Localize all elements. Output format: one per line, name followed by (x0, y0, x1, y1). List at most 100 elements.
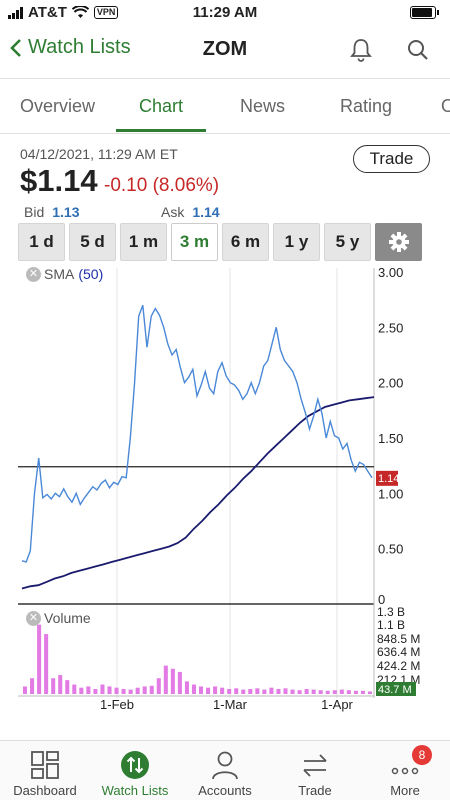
nav-trade-label: Trade (298, 783, 332, 798)
price-chart[interactable]: 3.00 2.50 2.00 1.50 1.00 0.50 0 1.14 1.3 B1.1 B8… (0, 264, 450, 714)
nav-watch-lists[interactable]: Watch Lists (90, 741, 180, 800)
nav-more-label: More (390, 783, 420, 798)
nav-more[interactable]: 8 More (360, 741, 450, 800)
signal-icon (8, 6, 23, 19)
last-volume-tag (376, 682, 416, 696)
range-3m[interactable]: 3 m (171, 223, 218, 261)
volume-bar (149, 685, 154, 694)
volume-bar (304, 688, 309, 694)
nav-bar: Watch Lists ZOM (0, 28, 450, 74)
volume-bar (30, 678, 35, 694)
nav-dashboard[interactable]: Dashboard (0, 741, 90, 800)
tab-chart[interactable]: Chart (138, 96, 183, 116)
sma-period: (50) (78, 266, 104, 282)
volume-tick-label: 1.1 B (377, 618, 405, 632)
volume-bar (177, 671, 182, 694)
more-dots-icon (391, 767, 419, 775)
price-tick-label: 1.00 (378, 486, 403, 501)
vpn-badge: VPN (93, 6, 119, 19)
nav-dashboard-label: Dashboard (13, 783, 77, 798)
bell-icon[interactable] (350, 38, 372, 62)
volume-bar (206, 687, 211, 694)
volume-bar (51, 678, 56, 694)
volume-bar (142, 686, 147, 694)
range-5y[interactable]: 5 y (324, 223, 371, 261)
volume-bar (107, 686, 112, 694)
watchlist-icon (121, 751, 149, 779)
volume-tick-label: 1.3 B (377, 605, 405, 619)
volume-bar (121, 688, 126, 694)
volume-bar (213, 686, 218, 694)
volume-bar (37, 624, 42, 694)
range-5d[interactable]: 5 d (69, 223, 116, 261)
volume-bar (227, 688, 232, 694)
range-1m[interactable]: 1 m (120, 223, 167, 261)
person-icon (212, 751, 238, 780)
tab-rating[interactable]: Rating (339, 96, 393, 116)
volume-bar (346, 690, 351, 694)
tab-overview[interactable]: Overview (19, 96, 95, 116)
battery-icon (410, 6, 439, 19)
volume-bar (170, 668, 175, 694)
nav-watch-lists-label: Watch Lists (101, 783, 169, 798)
price-line (21, 304, 373, 563)
chart-settings-button[interactable] (375, 223, 422, 261)
nav-accounts[interactable]: Accounts (180, 741, 270, 800)
volume-label: Volume (44, 610, 91, 626)
price-tick-label: 0.50 (378, 542, 403, 557)
volume-bar (234, 688, 239, 694)
bid-label: Bid (24, 204, 45, 220)
volume-bar (156, 678, 161, 694)
nav-trade[interactable]: Trade (270, 741, 360, 800)
bid-value: 1.13 (52, 204, 80, 220)
volume-bar (128, 689, 133, 694)
bottom-nav: Dashboard Watch Lists Accounts Trade 8 M… (0, 740, 450, 800)
last-volume-tag-label: 43.7 M (378, 684, 412, 696)
search-icon[interactable] (406, 38, 430, 62)
last-price-tag (376, 470, 398, 486)
back-button[interactable]: Watch Lists (10, 36, 131, 59)
volume-bar (248, 688, 253, 694)
remove-volume-icon[interactable]: ✕ (26, 610, 41, 626)
volume-bar (339, 689, 344, 694)
volume-bar (65, 680, 70, 694)
volume-bar (93, 688, 98, 694)
tab-overflow[interactable]: O (440, 96, 450, 116)
volume-bar (276, 688, 281, 694)
remove-sma-icon[interactable]: ✕ (26, 266, 41, 282)
volume-bar (367, 691, 372, 694)
trade-button[interactable]: Trade (353, 145, 430, 173)
tab-bar: Overview Chart News Rating O (0, 78, 450, 134)
volume-bar (360, 690, 365, 694)
quote-timestamp: 04/12/2021, 11:29 AM ET (20, 146, 178, 162)
volume-bar (23, 686, 28, 694)
volume-bar (72, 684, 77, 694)
volume-tick-label: 848.5 M (377, 632, 420, 646)
nav-accounts-label: Accounts (198, 783, 252, 798)
range-6m[interactable]: 6 m (222, 223, 269, 261)
dashboard-icon (31, 751, 59, 779)
volume-bar (184, 681, 189, 694)
price-tick-label: 1.50 (378, 431, 403, 446)
ask-value: 1.14 (192, 204, 220, 220)
bid-block: Bid 1.13 (24, 204, 79, 220)
range-1y[interactable]: 1 y (273, 223, 320, 261)
price-tick-label: 0 (378, 592, 385, 607)
price-tick-label: 3.00 (378, 265, 403, 280)
volume-bar (353, 690, 358, 694)
sma-label: SMA (44, 266, 75, 282)
notification-badge: 8 (412, 745, 432, 765)
range-1d[interactable]: 1 d (18, 223, 65, 261)
back-label: Watch Lists (28, 36, 131, 58)
volume-bar (262, 689, 267, 694)
price-tick-label: 2.00 (378, 376, 403, 391)
volume-bar (325, 690, 330, 694)
x-tick-label: 1-Feb (100, 697, 134, 712)
tab-news[interactable]: News (239, 96, 285, 116)
sma-legend: ✕ SMA (50) (26, 266, 103, 282)
volume-bar (297, 690, 302, 694)
volume-bar (163, 665, 168, 694)
wifi-icon (71, 6, 89, 18)
volume-bar (241, 689, 246, 694)
x-tick-label: 1-Mar (213, 697, 248, 712)
